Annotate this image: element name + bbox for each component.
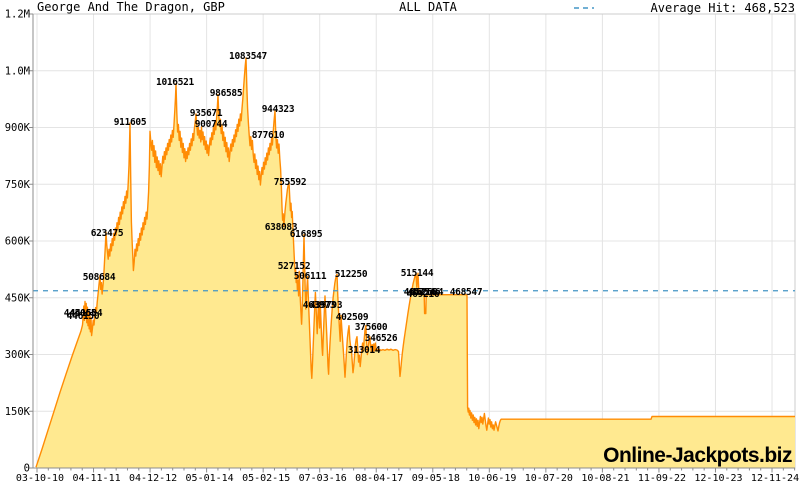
x-tick-label: 10-08-21 — [581, 473, 629, 484]
y-tick-label: 150K — [5, 406, 31, 418]
y-tick-label: 900K — [5, 122, 31, 134]
x-tick-label: 12-10-23 — [694, 473, 742, 484]
hit-value-label: 506111 — [294, 271, 327, 282]
x-tick-label: 07-03-16 — [299, 473, 347, 484]
hit-value-label: 527152 — [278, 261, 311, 272]
hit-value-label: 623475 — [91, 228, 124, 239]
y-tick-label: 1.2M — [5, 9, 30, 21]
x-tick-label: 05-02-15 — [242, 473, 290, 484]
chart-subtitle-all-data: ALL DATA — [399, 0, 458, 14]
watermark: Online-Jackpots.biz — [603, 444, 792, 467]
hit-value-label: 512250 — [335, 269, 368, 280]
x-tick-label: 04-12-12 — [129, 473, 177, 484]
legend-average: Average Hit: 468,523 — [574, 1, 795, 15]
hit-value-label: 616895 — [290, 229, 323, 240]
hit-value-label: 375600 — [355, 322, 388, 333]
hit-value-label: 402509 — [336, 312, 369, 323]
hit-value-label: 463973 — [303, 300, 336, 311]
hit-value-label: 346526 — [365, 333, 398, 344]
tick-label-layer: 0 150K 300K 450K 600K 750K 900K 1.0M 1.2M 03-10-1… — [5, 9, 799, 485]
hit-value-label: 445065 — [64, 308, 97, 319]
chart-title: George And The Dragon, GBP — [37, 0, 225, 14]
hit-value-label: 986585 — [210, 88, 243, 99]
y-tick-label: 0 — [24, 463, 30, 475]
hit-value-label: 446150 — [67, 311, 100, 322]
x-tick-label: 08-04-17 — [355, 473, 403, 484]
hit-value-label: 900744 — [195, 119, 228, 130]
legend-average-label: Average Hit: 468,523 — [651, 1, 796, 15]
jackpot-area — [36, 57, 795, 469]
hit-value-label: 1016521 — [156, 77, 195, 88]
x-tick-label: 04-11-11 — [72, 473, 120, 484]
hit-value-label: 465216 — [404, 287, 437, 298]
hit-value-label: 469216 — [407, 289, 440, 300]
hit-value-label: 467546 — [408, 287, 441, 298]
y-tick-label: 600K — [5, 236, 31, 248]
hit-value-label: 515144 — [401, 268, 434, 279]
hit-value-label: 313014 — [348, 345, 381, 356]
hit-value-label: 755592 — [274, 177, 307, 188]
hit-value-label: 638083 — [265, 222, 298, 233]
y-tick-label: 1.0M — [5, 65, 30, 77]
hit-value-label: 1083547 — [229, 51, 267, 62]
x-tick-label: 05-01-14 — [186, 473, 234, 484]
x-tick-label: 10-06-19 — [468, 473, 516, 484]
hit-value-label: 441504 — [70, 308, 103, 319]
x-tick-label: 03-10-10 — [16, 473, 64, 484]
series-layer — [35, 57, 795, 469]
axes-layer — [29, 13, 796, 473]
hit-value-label: 468547 — [450, 287, 483, 298]
hit-value-label: 508684 — [83, 272, 116, 283]
x-tick-label: 09-05-18 — [412, 473, 460, 484]
x-tick-label: 10-07-20 — [525, 473, 573, 484]
y-tick-label: 300K — [5, 349, 31, 361]
hit-value-label: 935671 — [190, 108, 223, 119]
hit-value-label: 439793 — [310, 300, 343, 311]
x-tick-label: 12-11-24 — [751, 473, 799, 484]
hit-value-label: 944323 — [262, 104, 295, 115]
hit-value-label: 911605 — [114, 117, 147, 128]
y-tick-label: 450K — [5, 292, 31, 304]
y-tick-label: 750K — [5, 179, 31, 191]
hit-value-label: 462584 — [411, 287, 444, 298]
hit-value-label: 877610 — [252, 130, 285, 141]
jackpot-line — [35, 57, 795, 468]
x-tick-label: 11-09-22 — [638, 473, 686, 484]
